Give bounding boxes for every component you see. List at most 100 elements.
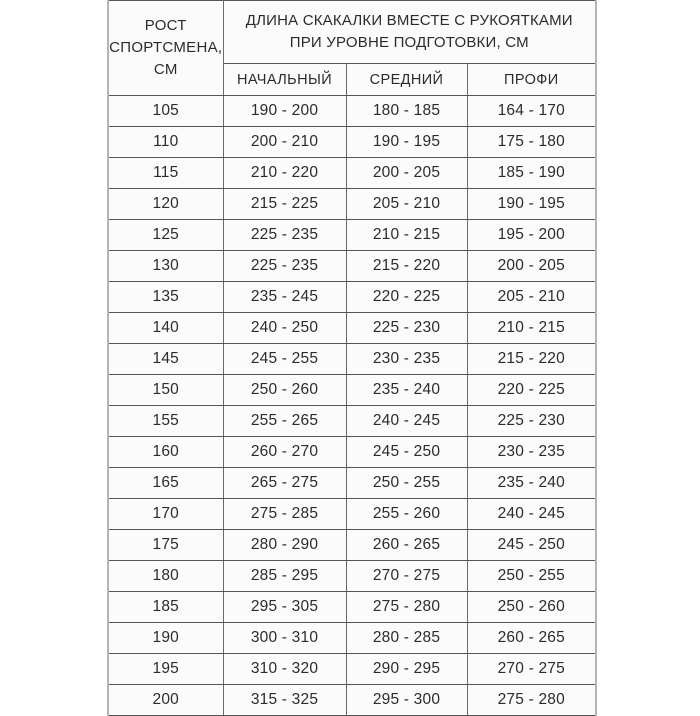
header-athlete-height: РОСТ СПОРТСМЕНА, СМ: [107, 0, 224, 96]
cell-length-medium: 255 - 260: [345, 498, 468, 530]
cell-length-pro: 270 - 275: [466, 653, 597, 685]
cell-athlete-height: 135: [107, 281, 224, 313]
cell-athlete-height: 170: [107, 498, 224, 530]
cell-length-medium: 290 - 295: [345, 653, 468, 685]
table-row: 130 225 - 235 215 - 220 200 - 205: [107, 250, 597, 282]
cell-length-pro: 225 - 230: [466, 405, 597, 437]
cell-length-pro: 175 - 180: [466, 126, 597, 158]
cell-length-medium: 180 - 185: [345, 95, 468, 127]
table-row: 155 255 - 265 240 - 245 225 - 230: [107, 405, 597, 437]
header-level-medium: СРЕДНИЙ: [345, 63, 468, 96]
cell-athlete-height: 160: [107, 436, 224, 468]
table-row: 180 285 - 295 270 - 275 250 - 255: [107, 560, 597, 592]
cell-length-beginner: 265 - 275: [222, 467, 347, 499]
cell-length-medium: 230 - 235: [345, 343, 468, 375]
cell-length-beginner: 190 - 200: [222, 95, 347, 127]
cell-length-beginner: 295 - 305: [222, 591, 347, 623]
cell-length-beginner: 225 - 235: [222, 219, 347, 251]
cell-length-medium: 200 - 205: [345, 157, 468, 189]
cell-length-beginner: 215 - 225: [222, 188, 347, 220]
cell-length-medium: 210 - 215: [345, 219, 468, 251]
cell-length-pro: 190 - 195: [466, 188, 597, 220]
cell-length-pro: 230 - 235: [466, 436, 597, 468]
header-level-pro: ПРОФИ: [466, 63, 597, 96]
cell-length-beginner: 245 - 255: [222, 343, 347, 375]
cell-length-medium: 295 - 300: [345, 684, 468, 716]
cell-athlete-height: 195: [107, 653, 224, 685]
cell-length-medium: 235 - 240: [345, 374, 468, 406]
cell-length-beginner: 225 - 235: [222, 250, 347, 282]
cell-athlete-height: 140: [107, 312, 224, 344]
cell-athlete-height: 190: [107, 622, 224, 654]
cell-length-beginner: 250 - 260: [222, 374, 347, 406]
table-row: 200 315 - 325 295 - 300 275 - 280: [107, 684, 597, 716]
cell-length-pro: 205 - 210: [466, 281, 597, 313]
cell-length-medium: 260 - 265: [345, 529, 468, 561]
table-row: 190 300 - 310 280 - 285 260 - 265: [107, 622, 597, 654]
table-row: 145 245 - 255 230 - 235 215 - 220: [107, 343, 597, 375]
cell-length-beginner: 235 - 245: [222, 281, 347, 313]
cell-length-pro: 185 - 190: [466, 157, 597, 189]
table-row: 135 235 - 245 220 - 225 205 - 210: [107, 281, 597, 313]
cell-length-beginner: 210 - 220: [222, 157, 347, 189]
table-row: 170 275 - 285 255 - 260 240 - 245: [107, 498, 597, 530]
cell-length-medium: 190 - 195: [345, 126, 468, 158]
cell-athlete-height: 200: [107, 684, 224, 716]
cell-length-medium: 245 - 250: [345, 436, 468, 468]
table-row: 140 240 - 250 225 - 230 210 - 215: [107, 312, 597, 344]
table-row: 175 280 - 290 260 - 265 245 - 250: [107, 529, 597, 561]
cell-athlete-height: 185: [107, 591, 224, 623]
table-row: 165 265 - 275 250 - 255 235 - 240: [107, 467, 597, 499]
cell-length-beginner: 200 - 210: [222, 126, 347, 158]
table-row: 115 210 - 220 200 - 205 185 - 190: [107, 157, 597, 189]
table-row: 150 250 - 260 235 - 240 220 - 225: [107, 374, 597, 406]
cell-length-pro: 260 - 265: [466, 622, 597, 654]
cell-length-beginner: 280 - 290: [222, 529, 347, 561]
table-row: 195 310 - 320 290 - 295 270 - 275: [107, 653, 597, 685]
table-header: РОСТ СПОРТСМЕНА, СМ ДЛИНА СКАКАЛКИ ВМЕСТ…: [107, 0, 597, 96]
header-rope-length-line-2: ПРИ УРОВНЕ ПОДГОТОВКИ, СМ: [289, 34, 529, 51]
cell-length-beginner: 275 - 285: [222, 498, 347, 530]
table-row: 125 225 - 235 210 - 215 195 - 200: [107, 219, 597, 251]
cell-length-medium: 225 - 230: [345, 312, 468, 344]
cell-length-pro: 215 - 220: [466, 343, 597, 375]
cell-length-medium: 270 - 275: [345, 560, 468, 592]
cell-length-pro: 245 - 250: [466, 529, 597, 561]
cell-length-medium: 275 - 280: [345, 591, 468, 623]
cell-athlete-height: 125: [107, 219, 224, 251]
cell-length-pro: 220 - 225: [466, 374, 597, 406]
header-rope-length-group: ДЛИНА СКАКАЛКИ ВМЕСТЕ С РУКОЯТКАМИ ПРИ У…: [222, 0, 597, 64]
cell-length-beginner: 285 - 295: [222, 560, 347, 592]
table-row: 160 260 - 270 245 - 250 230 - 235: [107, 436, 597, 468]
cell-length-medium: 240 - 245: [345, 405, 468, 437]
cell-length-pro: 210 - 215: [466, 312, 597, 344]
table-row: 105 190 - 200 180 - 185 164 - 170: [107, 95, 597, 127]
table-row: 185 295 - 305 275 - 280 250 - 260: [107, 591, 597, 623]
cell-length-medium: 215 - 220: [345, 250, 468, 282]
cell-length-pro: 200 - 205: [466, 250, 597, 282]
cell-length-pro: 164 - 170: [466, 95, 597, 127]
cell-athlete-height: 120: [107, 188, 224, 220]
cell-athlete-height: 105: [107, 95, 224, 127]
cell-length-beginner: 240 - 250: [222, 312, 347, 344]
jump-rope-size-table: РОСТ СПОРТСМЕНА, СМ ДЛИНА СКАКАЛКИ ВМЕСТ…: [107, 0, 598, 716]
table-row: 120 215 - 225 205 - 210 190 - 195: [107, 188, 597, 220]
cell-athlete-height: 165: [107, 467, 224, 499]
cell-length-beginner: 310 - 320: [222, 653, 347, 685]
table-body: 105 190 - 200 180 - 185 164 - 170 110 200 - 2…: [107, 95, 597, 716]
header-rope-length-line-1: ДЛИНА СКАКАЛКИ ВМЕСТЕ С РУКОЯТКАМИ: [245, 11, 573, 29]
cell-length-beginner: 260 - 270: [222, 436, 347, 468]
header-athlete-height-line-1: РОСТ: [144, 17, 187, 35]
cell-athlete-height: 180: [107, 560, 224, 592]
header-level-beginner: НАЧАЛЬНЫЙ: [222, 63, 347, 96]
cell-athlete-height: 175: [107, 529, 224, 561]
cell-athlete-height: 130: [107, 250, 224, 282]
cell-athlete-height: 115: [107, 157, 224, 189]
cell-athlete-height: 155: [107, 405, 224, 437]
cell-length-pro: 275 - 280: [466, 684, 597, 716]
table-row: 110 200 - 210 190 - 195 175 - 180: [107, 126, 597, 158]
cell-athlete-height: 150: [107, 374, 224, 406]
cell-length-medium: 250 - 255: [345, 467, 468, 499]
header-row-levels: НАЧАЛЬНЫЙ СРЕДНИЙ ПРОФИ: [108, 63, 597, 96]
cell-length-medium: 220 - 225: [345, 281, 468, 313]
